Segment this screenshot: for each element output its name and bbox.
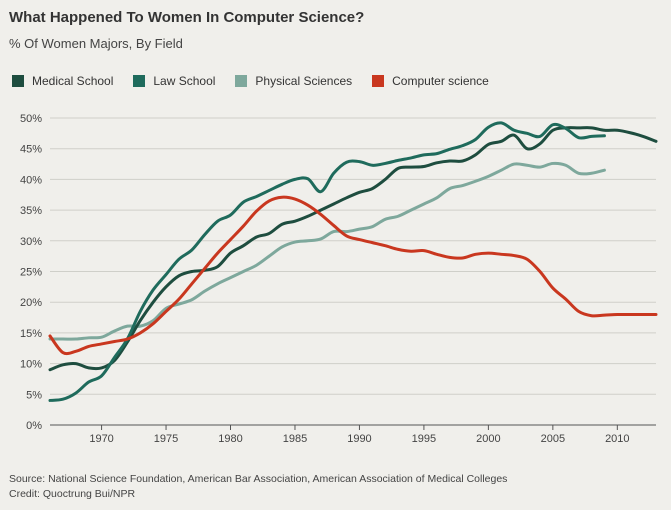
x-tick-label: 2005 — [541, 433, 565, 445]
x-tick-label: 2000 — [476, 433, 500, 445]
legend-swatch — [372, 75, 385, 87]
x-tick-label: 2010 — [605, 433, 629, 445]
y-tick-label: 10% — [20, 359, 42, 371]
legend-swatch — [235, 75, 248, 87]
legend-label: Medical School — [32, 74, 114, 88]
legend-item-medical-school: Medical School — [12, 74, 113, 88]
legend-item-law-school: Law School — [133, 74, 215, 88]
legend: Medical School Law School Physical Scien… — [12, 74, 509, 88]
physical-sciences-line — [48, 161, 606, 341]
legend-swatch — [133, 75, 146, 87]
law-school-line — [48, 121, 606, 402]
y-tick-label: 45% — [20, 144, 42, 156]
y-tick-label: 15% — [20, 328, 42, 340]
medical-school-line — [48, 126, 658, 372]
source-note: Source: National Science Foundation, Ame… — [9, 472, 507, 502]
legend-label: Computer science — [392, 74, 489, 88]
legend-swatch — [12, 75, 24, 87]
legend-item-physical-sciences: Physical Sciences — [235, 74, 352, 88]
x-tick-label: 1990 — [347, 433, 371, 445]
y-tick-label: 35% — [20, 205, 42, 217]
y-tick-label: 20% — [20, 297, 42, 309]
legend-label: Law School — [153, 74, 216, 88]
y-tick-label: 50% — [20, 113, 42, 125]
y-tick-label: 40% — [20, 174, 42, 186]
x-tick-label: 1980 — [218, 433, 242, 445]
computer-science-line — [48, 195, 658, 356]
y-tick-label: 30% — [20, 236, 42, 248]
x-tick-label: 1970 — [89, 433, 113, 445]
x-tick-label: 1975 — [154, 433, 178, 445]
x-tick-label: 1985 — [283, 433, 307, 445]
legend-label: Physical Sciences — [255, 74, 353, 88]
chart-title: What Happened To Women In Computer Scien… — [9, 9, 365, 26]
credit-line: Credit: Quoctrung Bui/NPR — [9, 488, 136, 500]
x-tick-label: 1995 — [412, 433, 436, 445]
chart-subtitle: % Of Women Majors, By Field — [9, 36, 183, 51]
legend-item-computer-science: Computer science — [372, 74, 489, 88]
y-tick-label: 5% — [26, 389, 42, 401]
y-tick-label: 0% — [26, 420, 42, 432]
y-tick-label: 25% — [20, 267, 42, 279]
source-line: Source: National Science Foundation, Ame… — [9, 473, 508, 485]
